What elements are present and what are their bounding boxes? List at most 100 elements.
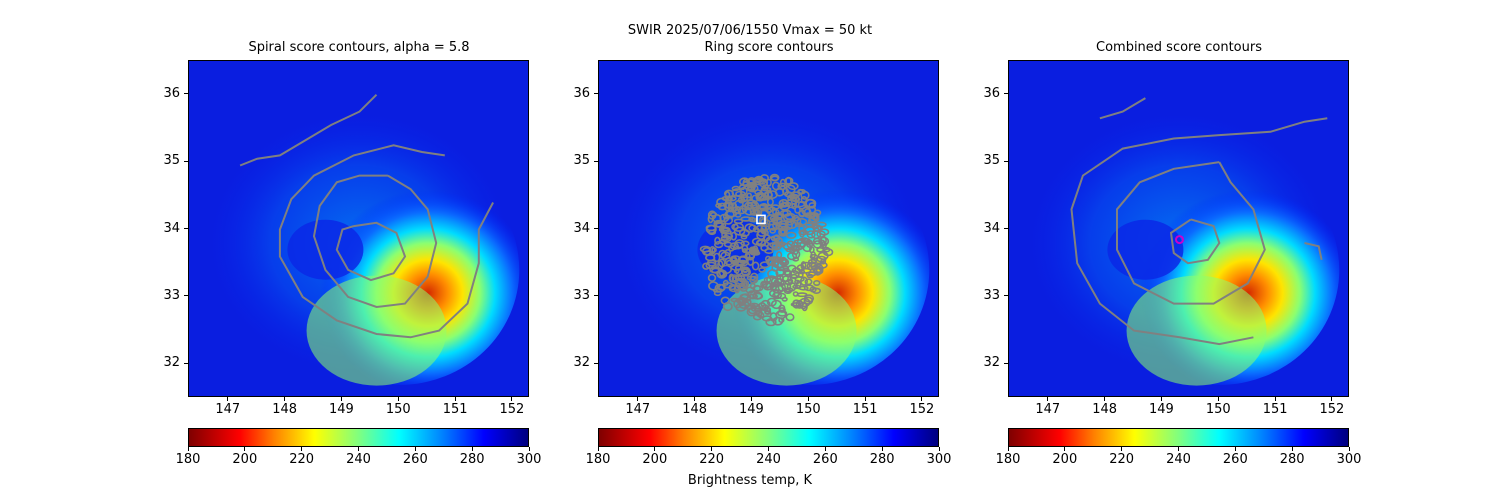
x-tick-label: 148 — [272, 402, 298, 417]
ring-contour-blob — [757, 312, 765, 319]
ring-contour-blob — [762, 184, 769, 190]
ring-contour-blob — [816, 247, 825, 253]
ring-contour-blob — [747, 290, 757, 299]
colorbar-tick-label: 280 — [869, 452, 895, 467]
y-tick-mark — [1004, 160, 1008, 162]
x-tick-label: 152 — [909, 402, 935, 417]
colorbar-tick-label: 280 — [459, 452, 485, 467]
contour-line — [1099, 97, 1146, 120]
ring-contour-blob — [711, 247, 717, 253]
colorbar-tick-label: 280 — [1279, 452, 1305, 467]
ring-score-contours — [699, 173, 834, 327]
panel-3-colorbar — [1008, 428, 1349, 447]
storm-center-marker — [1175, 235, 1184, 245]
ring-contour-blob — [734, 274, 746, 282]
y-tick-mark — [594, 228, 598, 229]
contour-line — [1116, 161, 1266, 305]
contour-line — [278, 144, 494, 339]
y-tick-label: 34 — [983, 220, 1000, 236]
ring-contour-blob — [718, 249, 727, 259]
ring-contour-blob — [767, 256, 776, 266]
ring-contour-blob — [708, 281, 719, 291]
colorbar-tick-label: 220 — [1109, 452, 1135, 467]
ring-contour-blob — [816, 255, 827, 263]
x-tick-label: 147 — [215, 402, 241, 417]
ring-contour-blob — [767, 269, 779, 279]
y-tick-mark — [1004, 362, 1008, 364]
colorbar-tick-mark — [1291, 447, 1293, 451]
ring-contour-blob — [770, 299, 782, 310]
contour-line — [335, 221, 407, 282]
ring-contour-blob — [758, 267, 766, 273]
ring-contour-blob — [769, 227, 777, 234]
colorbar-tick-label: 240 — [756, 452, 781, 467]
y-tick-mark — [184, 228, 188, 229]
ring-contour-blob — [741, 267, 751, 277]
colorbar-tick-mark — [1007, 447, 1009, 451]
colorbar-tick-mark — [528, 447, 530, 451]
ring-contour-blob — [778, 199, 785, 209]
y-tick-label: 34 — [163, 220, 180, 236]
figure-suptitle: SWIR 2025/07/06/1550 Vmax = 50 kt — [627, 23, 873, 38]
x-tick-mark — [921, 397, 923, 401]
ring-contour-blob — [799, 237, 809, 243]
colorbar-tick-mark — [1064, 447, 1066, 451]
colorbar-tick-mark — [187, 447, 189, 451]
y-tick-mark — [184, 362, 188, 364]
ring-contour-blob — [769, 283, 778, 291]
colorbar-tick-label: 180 — [585, 452, 611, 467]
colorbar-tick-label: 240 — [346, 452, 371, 467]
ring-contour-blob — [785, 313, 795, 322]
ring-contour-blob — [782, 265, 789, 271]
ring-contour-blob — [808, 246, 815, 254]
ring-contour-blob — [772, 316, 784, 326]
ring-contour-blob — [777, 282, 787, 292]
x-tick-label: 152 — [499, 402, 525, 417]
ring-contour-blob — [780, 201, 792, 208]
ring-contour-blob — [751, 237, 763, 246]
panel-2-heatmap — [599, 61, 938, 396]
ring-contour-blob — [747, 178, 755, 184]
x-tick-mark — [1104, 397, 1106, 401]
colorbar-tick-mark — [711, 447, 713, 451]
ring-contour-blob — [767, 190, 778, 199]
ring-contour-blob — [769, 173, 780, 182]
ring-contour-blob — [751, 261, 760, 271]
x-tick-mark — [694, 397, 696, 401]
ring-contour-blob — [735, 260, 746, 266]
ring-contour-blob — [803, 294, 815, 303]
ring-contour-blob — [740, 234, 748, 240]
ring-contour-blob — [800, 267, 812, 274]
colorbar-tick-mark — [301, 447, 303, 451]
ring-contour-blob — [779, 226, 788, 235]
ring-contour-blob — [792, 284, 801, 290]
ring-contour-blob — [784, 287, 794, 293]
x-tick-mark — [454, 397, 456, 401]
panel-1-title: Spiral score contours, alpha = 5.8 — [248, 40, 470, 55]
panel-3-title: Combined score contours — [1096, 40, 1262, 55]
x-tick-mark — [1274, 397, 1276, 401]
ring-contour-blob — [751, 217, 757, 223]
ring-contour-blob — [770, 277, 779, 287]
ring-contour-blob — [748, 182, 758, 188]
colorbar-tick-label: 260 — [812, 452, 838, 467]
x-tick-label: 150 — [385, 402, 411, 417]
colorbar-tick-mark — [1178, 447, 1179, 451]
y-tick-label: 32 — [163, 355, 180, 371]
ring-contour-blob — [699, 245, 711, 253]
y-tick-label: 33 — [163, 287, 180, 303]
ring-contour-blob — [755, 204, 767, 210]
ring-contour-blob — [777, 292, 787, 300]
x-tick-mark — [284, 397, 286, 401]
ring-contour-blob — [777, 310, 788, 317]
ring-contour-blob — [702, 262, 711, 270]
ring-contour-blob — [795, 299, 804, 309]
ring-contour-blob — [809, 253, 819, 260]
y-tick-mark — [1004, 93, 1008, 95]
ring-contour-blob — [752, 292, 764, 300]
colorbar-tick-mark — [597, 447, 599, 451]
y-tick-mark — [594, 362, 598, 364]
colorbar-tick-label: 240 — [1166, 452, 1191, 467]
ring-contour-blob — [718, 268, 725, 277]
ring-contour-blob — [790, 273, 798, 279]
